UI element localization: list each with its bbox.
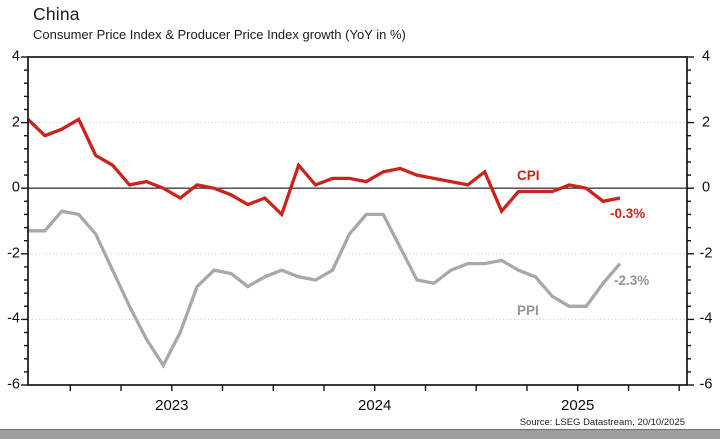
x-axis-year-label: 2024 xyxy=(358,397,392,414)
y-axis-tick-label-left: -2 xyxy=(7,245,20,262)
y-axis-tick-label-right: -4 xyxy=(699,310,713,327)
y-axis-tick-label-right: -2 xyxy=(699,245,713,262)
y-axis-tick-label-left: 4 xyxy=(11,48,20,65)
ppi-line xyxy=(28,209,622,369)
x-axis-year-label: 2023 xyxy=(155,397,189,414)
cpi-series-label: CPI xyxy=(517,168,540,183)
y-axis-tick-label-left: 0 xyxy=(11,179,20,196)
ppi-series-label: PPI xyxy=(517,303,539,318)
cpi-latest-value-label: -0.3% xyxy=(610,206,646,221)
y-axis-tick-label-right: 2 xyxy=(701,114,711,131)
plot-frame xyxy=(27,56,688,386)
y-axis-tick-label-right: 4 xyxy=(701,48,711,65)
y-axis-tick-label-left: -4 xyxy=(7,310,20,327)
ppi-latest-value-label: -2.3% xyxy=(614,273,650,288)
horizontal-scrollbar[interactable] xyxy=(0,429,720,439)
x-axis-year-label: 2025 xyxy=(561,397,595,414)
y-axis-tick-label-left: 2 xyxy=(11,114,20,131)
y-axis-tick-label-right: 0 xyxy=(701,179,711,196)
chart-subtitle: Consumer Price Index & Producer Price In… xyxy=(33,27,406,42)
source-attribution: Source: LSEG Datastream, 20/10/2025 xyxy=(519,417,685,428)
cpi-line xyxy=(26,116,621,218)
y-axis-tick-label-left: -6 xyxy=(7,376,20,393)
chart-title: China xyxy=(33,4,80,24)
y-axis-tick-label-right: -6 xyxy=(699,376,713,393)
